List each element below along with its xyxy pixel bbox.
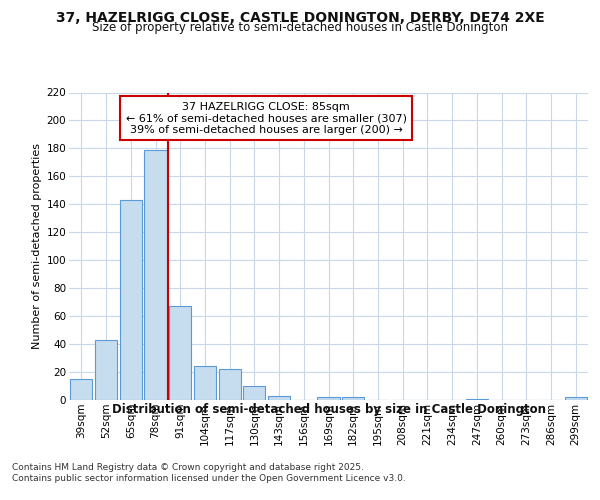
Y-axis label: Number of semi-detached properties: Number of semi-detached properties bbox=[32, 143, 43, 349]
Bar bbox=[70, 379, 92, 400]
Text: Contains HM Land Registry data © Crown copyright and database right 2025.: Contains HM Land Registry data © Crown c… bbox=[12, 462, 364, 471]
Bar bbox=[119, 200, 142, 400]
Text: Distribution of semi-detached houses by size in Castle Donington: Distribution of semi-detached houses by … bbox=[112, 402, 546, 415]
Bar bbox=[169, 306, 191, 400]
Bar bbox=[565, 397, 587, 400]
Text: Contains public sector information licensed under the Open Government Licence v3: Contains public sector information licen… bbox=[12, 474, 406, 483]
Bar bbox=[317, 397, 340, 400]
Bar bbox=[243, 386, 265, 400]
Bar bbox=[342, 397, 364, 400]
Bar bbox=[268, 396, 290, 400]
Bar bbox=[194, 366, 216, 400]
Bar bbox=[95, 340, 117, 400]
Text: 37 HAZELRIGG CLOSE: 85sqm
← 61% of semi-detached houses are smaller (307)
39% of: 37 HAZELRIGG CLOSE: 85sqm ← 61% of semi-… bbox=[126, 102, 407, 135]
Bar bbox=[218, 369, 241, 400]
Bar bbox=[145, 150, 167, 400]
Text: Size of property relative to semi-detached houses in Castle Donington: Size of property relative to semi-detach… bbox=[92, 21, 508, 34]
Bar bbox=[466, 398, 488, 400]
Text: 37, HAZELRIGG CLOSE, CASTLE DONINGTON, DERBY, DE74 2XE: 37, HAZELRIGG CLOSE, CASTLE DONINGTON, D… bbox=[56, 11, 544, 25]
